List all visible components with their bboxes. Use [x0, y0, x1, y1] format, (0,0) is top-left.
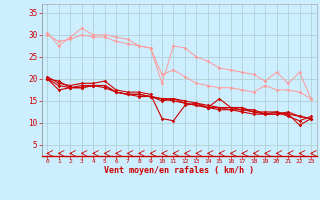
X-axis label: Vent moyen/en rafales ( km/h ): Vent moyen/en rafales ( km/h )	[104, 166, 254, 175]
